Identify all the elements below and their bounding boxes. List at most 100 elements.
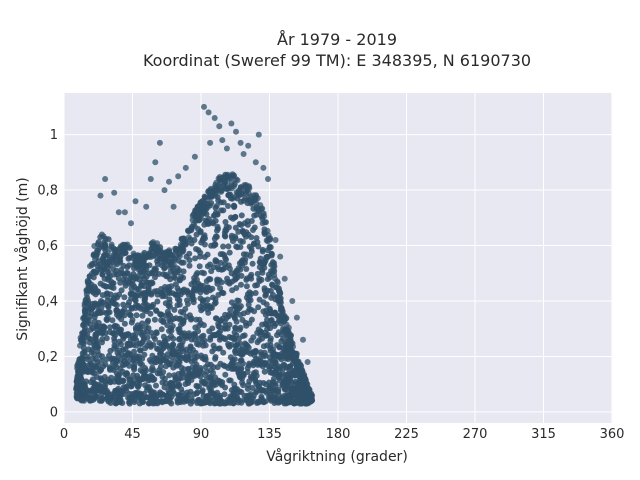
data-point [304,381,311,388]
data-point [304,359,311,365]
data-point [233,128,239,135]
data-point [130,335,136,342]
data-point [185,366,192,373]
data-point [176,253,183,259]
data-point [255,304,262,311]
data-point [232,233,239,240]
data-point [176,276,183,283]
data-point [178,364,185,371]
data-point [95,362,102,369]
data-point [149,352,156,359]
data-point [133,312,140,319]
data-point [204,361,211,368]
data-point [161,187,168,194]
data-point [216,123,223,130]
data-point [258,386,265,393]
data-point [220,243,227,250]
data-point [126,299,132,306]
data-point [219,251,226,258]
data-point [268,385,275,392]
data-point [169,323,176,329]
data-point [194,383,201,390]
data-point [234,361,241,368]
data-point [111,271,118,278]
data-point [220,207,227,214]
data-point [256,399,262,406]
data-point [261,264,268,271]
y-tick-label: 0,2 [37,350,58,365]
data-point [160,292,167,299]
data-point [75,380,82,387]
data-point [173,353,180,360]
data-point [232,275,239,282]
data-point [134,322,141,329]
data-point [219,379,226,386]
data-point [105,236,112,243]
data-point [264,287,271,294]
data-point [293,314,300,321]
data-point [248,316,255,323]
data-point [232,324,239,331]
data-point [102,176,109,182]
data-point [266,354,273,361]
data-point [226,311,233,318]
data-point [211,240,218,247]
data-point [213,233,220,240]
data-point [264,227,271,234]
data-point [281,362,288,369]
data-point [252,369,259,376]
data-point [255,356,262,363]
data-point [261,368,268,375]
data-point [94,330,101,337]
data-point [232,348,238,355]
data-point [97,367,104,374]
data-point [192,324,199,331]
data-point [115,209,122,216]
data-point [132,389,139,396]
data-point [167,318,174,325]
data-point [197,295,204,302]
data-point [264,316,270,323]
data-point [209,219,216,226]
data-point [160,333,167,340]
data-point [120,301,127,308]
data-point [269,282,276,289]
data-point [249,260,256,267]
data-point [243,190,249,197]
data-point [193,287,200,294]
data-point [121,306,128,313]
data-point [135,375,142,382]
x-tick-label: 90 [193,427,210,442]
data-point [91,313,98,320]
data-point [139,312,146,319]
data-point [255,131,262,138]
data-point [130,372,137,379]
data-point [151,316,158,323]
data-point [216,345,223,352]
data-point [204,296,211,303]
data-point [287,398,294,404]
data-point [222,371,229,378]
data-point [162,363,169,370]
data-point [217,360,224,367]
data-point [154,291,161,298]
data-point [205,309,212,316]
data-point [154,345,160,352]
data-point [248,337,255,344]
data-point [142,382,149,389]
data-point [268,251,275,258]
data-point [137,292,144,299]
data-point [207,276,214,283]
data-point [138,282,145,289]
x-tick-label: 0 [60,427,68,442]
data-point [209,294,216,301]
data-point [209,325,216,332]
data-point [212,181,219,188]
data-point [166,247,173,254]
data-point [128,319,135,326]
data-point [107,379,114,386]
y-tick-label: 1 [50,128,58,143]
data-point [265,322,272,328]
data-point [271,271,278,278]
data-point [242,340,248,347]
